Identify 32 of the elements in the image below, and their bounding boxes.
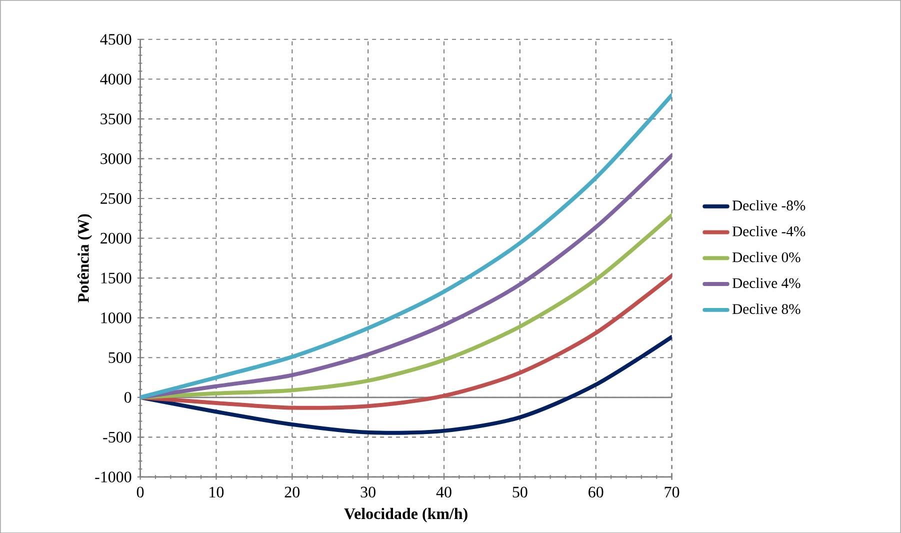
legend-label: Declive -4% [732, 226, 806, 236]
y-tick-label: 4000 [100, 74, 132, 84]
y-tick-label: 3000 [100, 153, 132, 164]
x-tick-label: 70 [664, 486, 680, 498]
y-tick-label: 0 [124, 392, 132, 403]
y-tick-label: 2500 [100, 192, 132, 204]
x-tick-label: 10 [210, 486, 224, 498]
legend-label: Declive 0% [732, 252, 800, 262]
y-tick-label: 1500 [101, 272, 132, 284]
y-tick-label: 500 [108, 352, 132, 363]
y-tick-label: 1000 [101, 312, 132, 324]
x-tick-label: 30 [360, 486, 376, 498]
y-axis-title: Potência (W) [77, 214, 92, 302]
x-tick-label: 0 [136, 486, 144, 498]
legend-label: Declive 8% [732, 304, 800, 314]
y-tick-label: -500 [103, 432, 132, 442]
y-tick-label: -1000 [95, 471, 132, 482]
line-series [140, 213, 672, 400]
x-tick-label: 40 [436, 486, 452, 498]
legend-label: Declive 4% [732, 278, 800, 288]
legend-label: Declive -8% [732, 200, 806, 210]
line-series [140, 274, 672, 410]
y-tick-label: 2000 [100, 232, 132, 244]
x-tick-label: 60 [588, 486, 604, 498]
x-axis-title: Velocidade (km/h) [344, 508, 468, 522]
y-tick-label: 4500 [100, 34, 132, 45]
x-tick-label: 20 [284, 486, 300, 498]
line-series [140, 92, 672, 400]
y-tick-label: 3500 [100, 113, 132, 124]
line-series [140, 153, 672, 400]
line-series [140, 334, 672, 435]
x-tick-label: 50 [512, 486, 528, 498]
